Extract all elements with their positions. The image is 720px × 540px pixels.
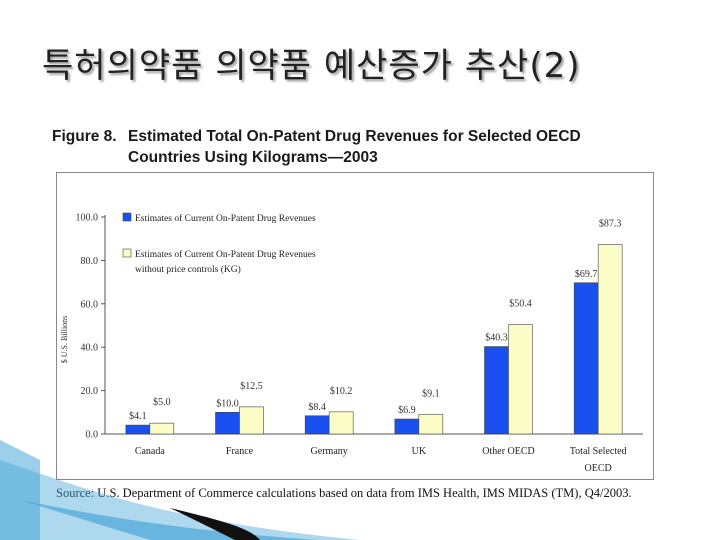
legend-swatch-without-controls xyxy=(122,248,132,258)
y-tick-label: 60.0 xyxy=(81,299,99,310)
data-label: $40.3 xyxy=(485,333,508,344)
y-tick-label: 100.0 xyxy=(76,213,99,224)
x-tick-label-line2: OECD xyxy=(585,463,612,474)
data-label: $4.1 xyxy=(129,411,147,422)
x-tick-label: Canada xyxy=(135,446,166,457)
figure-title: Figure 8. Estimated Total On-Patent Drug … xyxy=(52,126,581,168)
bar-current xyxy=(215,412,240,435)
y-tick-label: 40.0 xyxy=(81,343,99,354)
bar-chart: 0.0 20.0 40.0 60.0 80.0 100.0 $ U.S. Billions $… xyxy=(60,212,643,474)
x-tick-label: Germany xyxy=(311,446,348,457)
data-label: $69.7 xyxy=(575,269,598,280)
y-tick-label: 20.0 xyxy=(81,386,99,397)
figure-number: Figure 8. xyxy=(52,128,117,145)
bar-without-controls xyxy=(418,413,444,435)
bar-without-controls xyxy=(597,244,623,435)
bar-without-controls xyxy=(149,422,175,435)
bar-current xyxy=(125,424,151,435)
legend-label-current: Estimates of Current On-Patent Drug Reve… xyxy=(135,213,316,224)
data-label: $9.1 xyxy=(422,388,440,399)
decorative-swoosh xyxy=(0,440,360,540)
legend-swatch-current xyxy=(122,212,132,222)
x-tick-label: Other OECD xyxy=(482,446,535,457)
y-tick-label: 0.0 xyxy=(86,430,99,441)
bar-without-controls xyxy=(508,324,533,435)
x-tick-label: UK xyxy=(412,446,427,457)
data-label: $50.4 xyxy=(509,299,532,310)
data-label: $87.3 xyxy=(599,219,622,230)
data-label: $10.0 xyxy=(216,398,239,409)
bar-current xyxy=(573,282,599,435)
data-label: $8.4 xyxy=(308,402,326,413)
slide-title: 특허의약품 의약품 예산증가 추산(2) xyxy=(42,46,581,86)
bar-without-controls xyxy=(239,406,264,435)
legend-label-without-controls-line2: without price controls (KG) xyxy=(135,264,241,275)
bar-without-controls xyxy=(328,411,354,435)
x-tick-label: France xyxy=(226,446,254,457)
bar-current xyxy=(484,346,509,435)
figure-title-line2: Countries Using Kilograms—2003 xyxy=(128,149,378,166)
bar-current xyxy=(394,418,420,435)
chart-frame: 0.0 20.0 40.0 60.0 80.0 100.0 $ U.S. Billions $… xyxy=(56,172,654,480)
data-label: $6.9 xyxy=(398,405,416,416)
figure-title-line1: Estimated Total On-Patent Drug Revenues … xyxy=(128,128,581,145)
figure-source: Source: U.S. Department of Commerce calc… xyxy=(56,486,632,500)
legend-label-without-controls: Estimates of Current On-Patent Drug Reve… xyxy=(135,249,316,260)
y-tick-label: 80.0 xyxy=(81,256,99,267)
data-label: $5.0 xyxy=(153,397,171,408)
bar-current xyxy=(304,415,330,435)
data-label: $10.2 xyxy=(330,386,353,397)
y-axis-label: $ U.S. Billions xyxy=(60,316,69,364)
x-tick-label: Total Selected xyxy=(570,446,627,457)
data-label: $12.5 xyxy=(240,381,263,392)
